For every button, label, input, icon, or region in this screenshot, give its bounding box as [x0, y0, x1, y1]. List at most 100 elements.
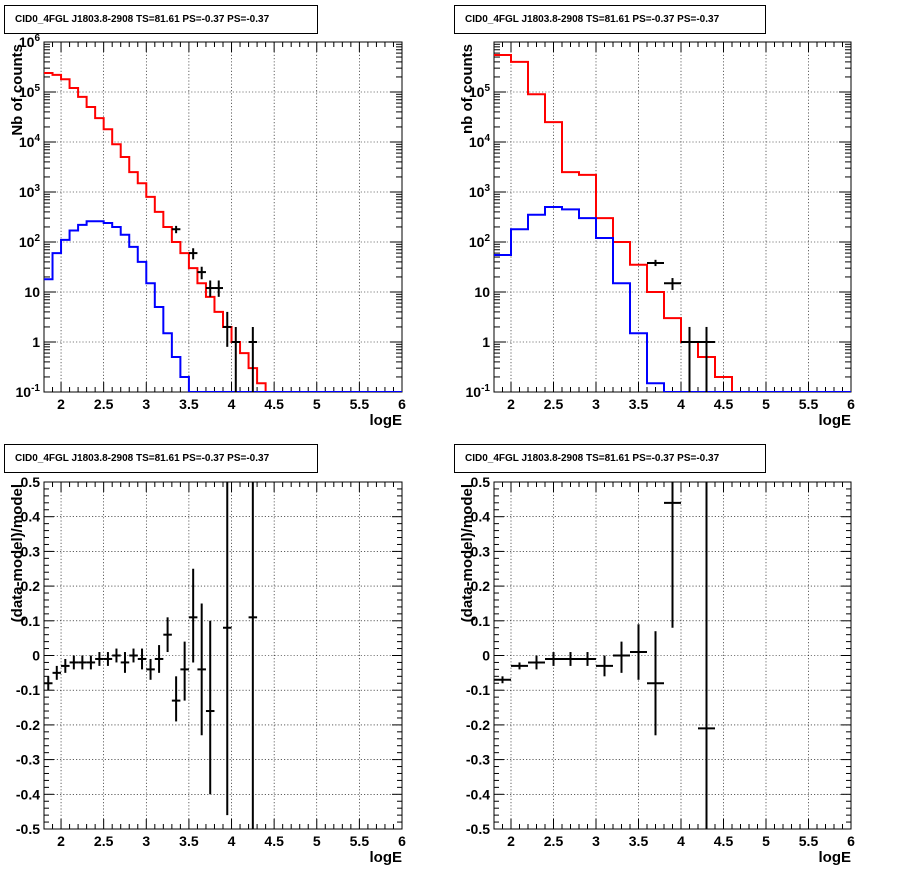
x-tick-label: 4: [677, 833, 685, 849]
x-tick-label: 5.5: [350, 833, 370, 849]
y-axis-label: (data-model)/model: [9, 484, 26, 622]
data-point: [78, 655, 87, 670]
data-point: [647, 631, 664, 736]
x-tick-label: 3: [592, 396, 600, 412]
grid: [44, 482, 402, 829]
y-axis-label: Nb of counts: [9, 44, 26, 136]
plot-frame: [43, 41, 403, 393]
y-tick-label: 106: [19, 33, 41, 50]
y-tick-label: 0.1: [471, 613, 491, 629]
x-tick-label: 3: [142, 833, 150, 849]
x-tick-label: 3.5: [179, 396, 199, 412]
plot-content: [44, 71, 402, 392]
data-point: [214, 280, 223, 297]
x-tick-label: 3.5: [179, 833, 199, 849]
data-point: [171, 225, 181, 234]
plot-content: [44, 482, 258, 829]
y-tick-label: 104: [19, 133, 41, 150]
ticks: [43, 481, 403, 830]
x-tick-label: 2.5: [94, 396, 114, 412]
y-tick-label: 10: [24, 284, 40, 300]
data-point: [528, 655, 545, 670]
data-point: [223, 311, 232, 347]
data-point: [61, 658, 70, 673]
data-point: [545, 652, 562, 666]
y-tick-label: -0.1: [16, 682, 40, 698]
y-tick-label: 103: [19, 183, 41, 200]
x-axis-label: logE: [370, 849, 403, 866]
data-point: [205, 620, 215, 795]
data-point: [698, 326, 715, 392]
plot-content: [494, 482, 715, 829]
data-point: [69, 655, 79, 670]
y-tick-label: -0.5: [16, 821, 40, 837]
data-point: [664, 278, 681, 290]
x-tick-label: 5.5: [799, 833, 819, 849]
y-tick-label: -0.4: [16, 786, 40, 802]
ticks: [43, 41, 403, 393]
y-tick-label: 105: [469, 83, 491, 100]
chart-title-3: CID0_4FGL J1803.8-2908 TS=81.61 PS=-0.37…: [4, 444, 318, 473]
data-point: [205, 280, 215, 297]
y-tick-label: -0.2: [466, 717, 490, 733]
data-point: [163, 617, 172, 653]
data-point: [248, 326, 258, 392]
x-tick-label: 4.5: [264, 833, 284, 849]
x-tick-label: 3: [142, 396, 150, 412]
data-point: [494, 676, 511, 684]
y-tick-label: 10: [474, 284, 490, 300]
data-point: [664, 482, 681, 628]
x-tick-label: 4.5: [714, 396, 734, 412]
x-tick-label: 2.5: [544, 396, 564, 412]
x-tick-label: 4.5: [714, 833, 734, 849]
histogram-series-1: [44, 71, 402, 392]
chart-title-1: CID0_4FGL J1803.8-2908 TS=81.61 PS=-0.37…: [4, 5, 318, 34]
data-point: [248, 482, 258, 829]
y-axis-label: (data-model)/model: [459, 484, 476, 622]
x-tick-label: 4: [228, 833, 236, 849]
data-point: [129, 648, 138, 663]
y-tick-label: 0.5: [21, 474, 41, 490]
x-tick-label: 2.5: [94, 833, 114, 849]
x-tick-label: 3.5: [629, 833, 649, 849]
data-point: [579, 652, 596, 666]
data-point: [562, 652, 579, 666]
data-point: [95, 652, 104, 666]
plot-frame: [493, 41, 852, 393]
data-point: [171, 676, 181, 722]
y-tick-label: -0.2: [16, 717, 40, 733]
x-tick-label: 6: [398, 396, 406, 412]
x-tick-label: 3.5: [629, 396, 649, 412]
data-point: [44, 676, 53, 691]
data-point: [630, 624, 647, 680]
y-tick-label: 0.4: [21, 509, 41, 525]
data-point: [698, 482, 715, 829]
x-tick-label: 2: [507, 396, 515, 412]
y-tick-label: 10-1: [466, 383, 491, 400]
x-tick-label: 5: [762, 396, 770, 412]
x-tick-label: 2: [507, 833, 515, 849]
y-tick-label: -0.3: [466, 752, 490, 768]
y-tick-label: 103: [469, 183, 491, 200]
y-tick-label: 105: [19, 83, 41, 100]
data-point: [188, 568, 198, 663]
y-tick-label: 104: [469, 133, 491, 150]
x-tick-label: 2.5: [544, 833, 564, 849]
grid: [494, 42, 851, 392]
x-tick-label: 5: [313, 833, 321, 849]
data-point: [647, 259, 664, 267]
y-tick-label: 10-1: [16, 383, 41, 400]
y-tick-label: 102: [19, 233, 41, 250]
data-point: [112, 648, 121, 663]
data-point: [596, 655, 613, 677]
x-tick-label: 6: [847, 396, 855, 412]
y-tick-label: 1: [32, 334, 40, 350]
y-axis-label: nb of counts: [459, 44, 476, 134]
x-tick-label: 3: [592, 833, 600, 849]
chart-title-2: CID0_4FGL J1803.8-2908 TS=81.61 PS=-0.37…: [454, 5, 766, 34]
data-point: [613, 641, 630, 673]
y-tick-label: 0.1: [21, 613, 41, 629]
